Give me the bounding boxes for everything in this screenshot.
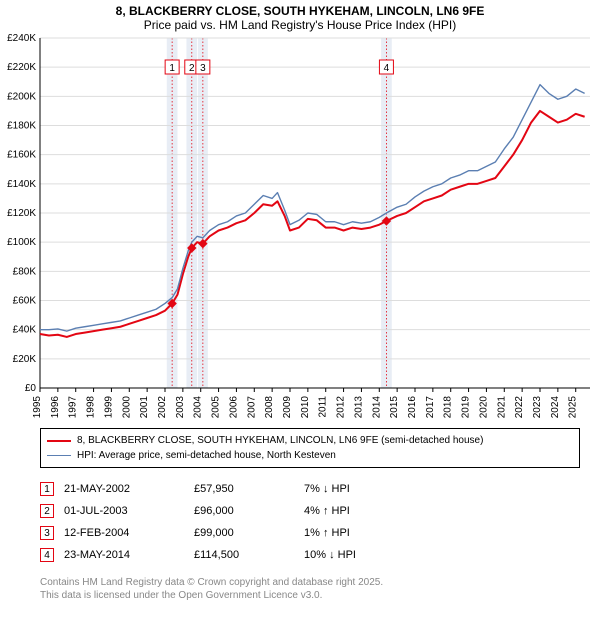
marker-date: 21-MAY-2002 bbox=[64, 478, 194, 500]
marker-row: 3 12-FEB-2004£99,0001% ↑ HPI bbox=[40, 522, 366, 544]
svg-text:1999: 1999 bbox=[103, 396, 114, 419]
footer-line-2: This data is licensed under the Open Gov… bbox=[40, 589, 580, 602]
svg-text:3: 3 bbox=[200, 63, 206, 74]
svg-text:£40K: £40K bbox=[13, 325, 37, 336]
svg-text:2024: 2024 bbox=[550, 396, 561, 419]
footer-line-1: Contains HM Land Registry data © Crown c… bbox=[40, 576, 580, 589]
marker-badge: 4 bbox=[40, 548, 54, 562]
svg-text:2022: 2022 bbox=[514, 396, 525, 419]
svg-text:2000: 2000 bbox=[121, 396, 132, 419]
marker-date: 23-MAY-2014 bbox=[64, 544, 194, 566]
svg-text:1997: 1997 bbox=[68, 396, 79, 419]
svg-text:2001: 2001 bbox=[139, 396, 150, 419]
marker-price: £99,000 bbox=[194, 522, 304, 544]
svg-text:2023: 2023 bbox=[532, 396, 543, 419]
svg-text:2011: 2011 bbox=[318, 396, 329, 418]
marker-row: 4 23-MAY-2014£114,50010% ↓ HPI bbox=[40, 544, 366, 566]
svg-text:£60K: £60K bbox=[13, 296, 37, 307]
svg-text:1995: 1995 bbox=[32, 396, 43, 419]
price-chart: £0 £20K £40K £60K £80K £100K £120K £140K £160K £1… bbox=[0, 32, 600, 422]
svg-text:2021: 2021 bbox=[496, 396, 507, 419]
chart-title-block: 8, BLACKBERRY CLOSE, SOUTH HYKEHAM, LINC… bbox=[0, 0, 600, 32]
marker-row: 1 21-MAY-2002£57,9507% ↓ HPI bbox=[40, 478, 366, 500]
svg-text:2002: 2002 bbox=[157, 396, 168, 419]
svg-text:2007: 2007 bbox=[246, 396, 257, 419]
svg-text:£80K: £80K bbox=[13, 266, 37, 277]
svg-text:£140K: £140K bbox=[7, 179, 36, 190]
legend-swatch bbox=[47, 440, 71, 442]
marker-row: 2 01-JUL-2003£96,0004% ↑ HPI bbox=[40, 500, 366, 522]
svg-text:2012: 2012 bbox=[336, 396, 347, 419]
marker-date: 12-FEB-2004 bbox=[64, 522, 194, 544]
title-line-1: 8, BLACKBERRY CLOSE, SOUTH HYKEHAM, LINC… bbox=[0, 4, 600, 18]
svg-text:2025: 2025 bbox=[568, 396, 579, 419]
svg-text:1998: 1998 bbox=[86, 396, 97, 419]
svg-text:£200K: £200K bbox=[7, 91, 36, 102]
svg-text:2003: 2003 bbox=[175, 396, 186, 419]
svg-text:2004: 2004 bbox=[193, 396, 204, 419]
marker-badge: 3 bbox=[40, 526, 54, 540]
legend-item: 8, BLACKBERRY CLOSE, SOUTH HYKEHAM, LINC… bbox=[47, 433, 573, 448]
marker-pct: 10% ↓ HPI bbox=[304, 544, 366, 566]
title-line-2: Price paid vs. HM Land Registry's House … bbox=[0, 18, 600, 32]
svg-text:1: 1 bbox=[169, 63, 175, 74]
svg-text:2013: 2013 bbox=[353, 396, 364, 419]
legend-item: HPI: Average price, semi-detached house,… bbox=[47, 448, 573, 463]
svg-text:£0: £0 bbox=[25, 383, 37, 394]
svg-text:2020: 2020 bbox=[478, 396, 489, 419]
marker-pct: 4% ↑ HPI bbox=[304, 500, 366, 522]
svg-text:2019: 2019 bbox=[461, 396, 472, 419]
marker-price: £57,950 bbox=[194, 478, 304, 500]
svg-text:2015: 2015 bbox=[389, 396, 400, 419]
svg-text:2005: 2005 bbox=[211, 396, 222, 419]
svg-text:£120K: £120K bbox=[7, 208, 36, 219]
svg-text:2: 2 bbox=[189, 63, 195, 74]
svg-text:2017: 2017 bbox=[425, 396, 436, 419]
marker-price: £114,500 bbox=[194, 544, 304, 566]
footer-note: Contains HM Land Registry data © Crown c… bbox=[40, 576, 580, 602]
sale-markers-table: 1 21-MAY-2002£57,9507% ↓ HPI 2 01-JUL-2003£… bbox=[40, 478, 366, 566]
marker-price: £96,000 bbox=[194, 500, 304, 522]
marker-date: 01-JUL-2003 bbox=[64, 500, 194, 522]
svg-text:2006: 2006 bbox=[228, 396, 239, 419]
svg-text:2010: 2010 bbox=[300, 396, 311, 419]
svg-text:2018: 2018 bbox=[443, 396, 454, 419]
legend-label: HPI: Average price, semi-detached house,… bbox=[77, 448, 336, 463]
marker-pct: 1% ↑ HPI bbox=[304, 522, 366, 544]
svg-text:£240K: £240K bbox=[7, 33, 36, 44]
svg-text:£220K: £220K bbox=[7, 62, 36, 73]
svg-text:£180K: £180K bbox=[7, 121, 36, 132]
svg-text:£20K: £20K bbox=[13, 354, 37, 365]
svg-text:£100K: £100K bbox=[7, 237, 36, 248]
legend: 8, BLACKBERRY CLOSE, SOUTH HYKEHAM, LINC… bbox=[40, 428, 580, 468]
marker-badge: 1 bbox=[40, 482, 54, 496]
marker-badge: 2 bbox=[40, 504, 54, 518]
svg-text:2016: 2016 bbox=[407, 396, 418, 419]
svg-text:1996: 1996 bbox=[50, 396, 61, 419]
legend-swatch bbox=[47, 455, 71, 456]
legend-label: 8, BLACKBERRY CLOSE, SOUTH HYKEHAM, LINC… bbox=[77, 433, 483, 448]
svg-text:2008: 2008 bbox=[264, 396, 275, 419]
marker-pct: 7% ↓ HPI bbox=[304, 478, 366, 500]
svg-text:2014: 2014 bbox=[371, 396, 382, 419]
svg-text:2009: 2009 bbox=[282, 396, 293, 419]
svg-text:4: 4 bbox=[384, 63, 390, 74]
svg-text:£160K: £160K bbox=[7, 150, 36, 161]
